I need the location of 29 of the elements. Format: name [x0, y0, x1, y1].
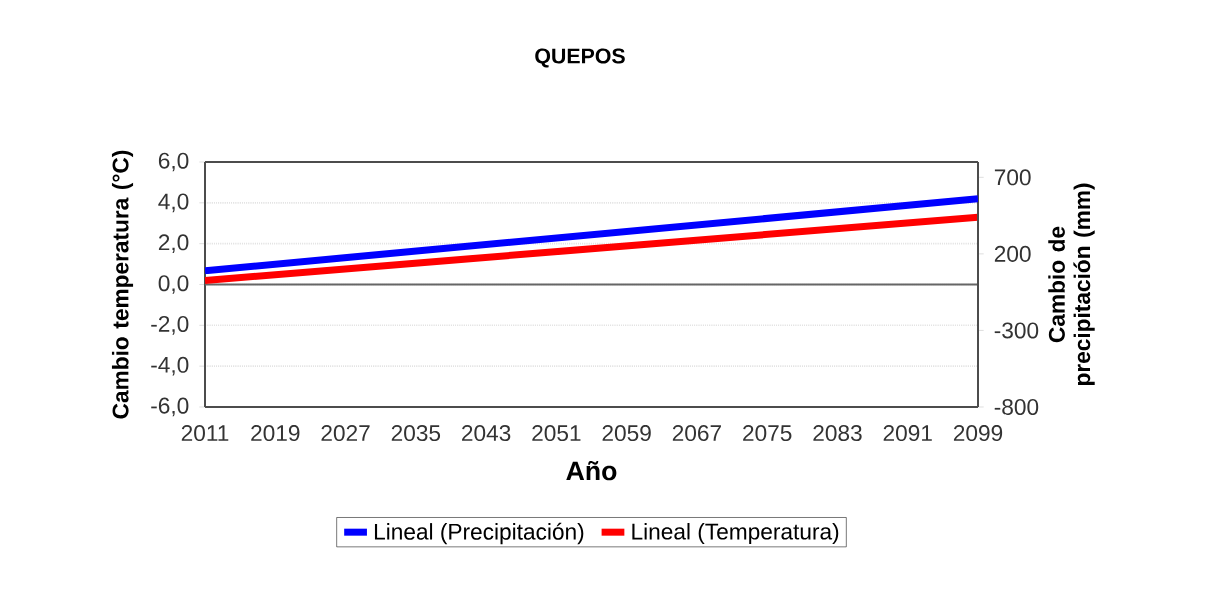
y2-tick-label: 200: [994, 245, 1031, 262]
x-tick-label: 2099: [953, 425, 1003, 442]
x-tick-label: 2043: [462, 425, 511, 442]
legend-label: Lineal (Precipitación): [374, 522, 584, 545]
chart-title: QUEPOS: [535, 48, 625, 68]
x-tick-label: 2027: [321, 425, 370, 442]
x-tick-label: 2059: [602, 425, 651, 442]
x-tick-label: 2019: [251, 425, 300, 442]
y-tick-label: -2,0: [151, 315, 189, 335]
y-axis-title: Cambio temperatura (°C): [111, 150, 134, 419]
y2-tick-label: -800: [994, 398, 1039, 416]
x-tick-label: 2075: [743, 425, 792, 442]
y-tick-label: -4,0: [151, 356, 189, 376]
y2-tick-label: -300: [994, 322, 1039, 339]
x-tick-label: 2083: [813, 425, 862, 442]
x-tick-label: 2051: [532, 425, 581, 442]
x-axis-title: Año: [566, 460, 617, 481]
y-tick-label: 6,0: [158, 152, 189, 172]
x-tick-label: 2035: [391, 425, 441, 442]
y2-axis-title: Cambio de precipitación (mm): [1048, 183, 1095, 386]
x-tick-label: 2011: [181, 425, 229, 442]
x-tick-label: 2091: [883, 425, 932, 442]
y-tick-label: 4,0: [158, 193, 189, 213]
y-tick-label: -6,0: [151, 397, 189, 417]
y-tick-label: 2,0: [158, 234, 189, 254]
x-tick-label: 2067: [672, 425, 721, 442]
y2-tick-label: 700: [994, 169, 1031, 186]
y-tick-label: 0,0: [158, 275, 189, 294]
legend-label: Lineal (Temperatura): [632, 522, 839, 545]
